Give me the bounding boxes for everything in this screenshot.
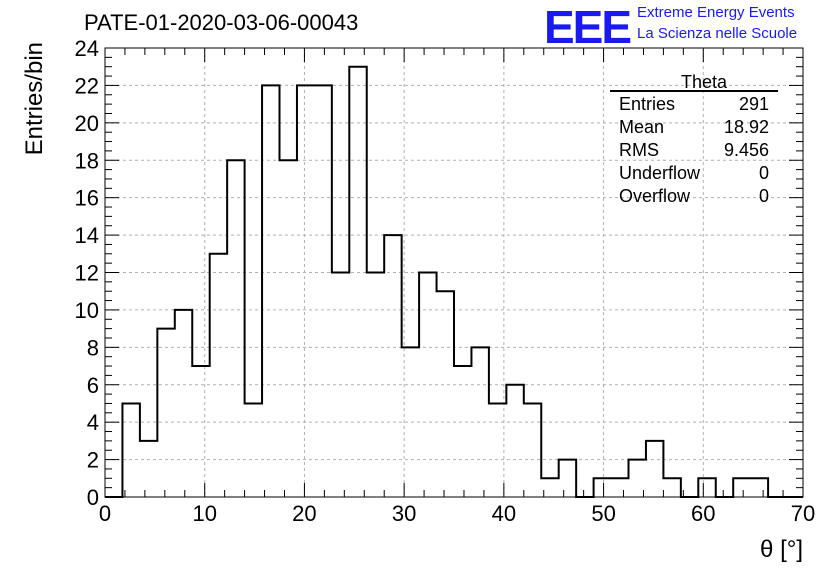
- histogram-bin: [314, 85, 331, 497]
- y-tick-label: 22: [75, 73, 99, 98]
- y-tick-label: 6: [87, 373, 99, 398]
- histogram-bin: [122, 403, 139, 497]
- histogram-bin: [698, 478, 715, 497]
- y-axis-label: Entries/bin: [21, 42, 48, 155]
- stats-value: 0: [759, 186, 769, 206]
- histogram-bin: [454, 366, 471, 497]
- y-tick-label: 2: [87, 448, 99, 473]
- histogram-bin: [227, 160, 244, 497]
- x-tick-label: 0: [99, 501, 111, 526]
- histogram-bin: [332, 273, 349, 498]
- stats-value: 0: [759, 163, 769, 183]
- histogram-bin: [140, 441, 157, 497]
- stats-label: Mean: [619, 117, 664, 137]
- eee-logo: EEE: [544, 1, 632, 53]
- histogram-bin: [751, 478, 768, 497]
- stats-value: 291: [739, 94, 769, 114]
- histogram-bin: [663, 478, 680, 497]
- histogram-bin: [629, 460, 646, 497]
- histogram-bin: [594, 478, 611, 497]
- histogram-series: [105, 65, 803, 498]
- y-tick-label: 18: [75, 148, 99, 173]
- stats-box-title: Theta: [681, 72, 728, 92]
- histogram-bin: [349, 67, 366, 497]
- stats-value: 9.456: [724, 140, 769, 160]
- y-tick-label: 24: [75, 36, 99, 61]
- histogram-bin: [175, 310, 192, 497]
- org-name-line-2: La Scienza nelle Scuole: [637, 25, 798, 42]
- histogram-bin: [192, 366, 209, 497]
- histogram-bin: [367, 273, 384, 498]
- x-tick-label: 70: [791, 501, 815, 526]
- x-tick-label: 50: [591, 501, 615, 526]
- y-tick-label: 8: [87, 335, 99, 360]
- histogram-bin: [297, 85, 314, 497]
- x-tick-label: 40: [492, 501, 516, 526]
- x-tick-label: 30: [392, 501, 416, 526]
- histogram-bin: [280, 160, 297, 497]
- org-name-line-1: Extreme Energy Events: [637, 4, 795, 21]
- y-tick-label: 10: [75, 298, 99, 323]
- chart-title: PATE-01-2020-03-06-00043: [84, 10, 359, 35]
- x-tick-label: 20: [292, 501, 316, 526]
- y-tick-label: 12: [75, 261, 99, 286]
- histogram-bin: [733, 478, 750, 497]
- histogram-bin: [471, 347, 488, 497]
- histogram-bin: [489, 403, 506, 497]
- histogram-bin: [210, 254, 227, 497]
- stats-label: RMS: [619, 140, 659, 160]
- stats-label: Underflow: [619, 163, 701, 183]
- histogram-bin: [245, 403, 262, 497]
- histogram-bin: [402, 347, 419, 497]
- y-tick-label: 4: [87, 410, 99, 435]
- stats-label: Overflow: [619, 186, 691, 206]
- histogram-bin: [157, 329, 174, 497]
- y-tick-label: 0: [87, 485, 99, 510]
- histogram-bin: [419, 273, 436, 498]
- histogram-bin: [437, 291, 454, 497]
- stats-value: 18.92: [724, 117, 769, 137]
- x-tick-label: 10: [192, 501, 216, 526]
- histogram-bin: [506, 385, 523, 497]
- histogram-bin: [646, 441, 663, 497]
- y-tick-label: 16: [75, 186, 99, 211]
- histogram-bin: [262, 85, 279, 497]
- histogram-bin: [611, 478, 628, 497]
- x-axis-label: θ [°]: [760, 536, 803, 563]
- x-tick-label: 60: [691, 501, 715, 526]
- histogram-bin: [524, 403, 541, 497]
- histogram-bin: [541, 478, 558, 497]
- y-tick-label: 14: [75, 223, 99, 248]
- stats-label: Entries: [619, 94, 675, 114]
- y-tick-label: 20: [75, 111, 99, 136]
- histogram-bin: [384, 235, 401, 497]
- histogram-bin: [559, 460, 576, 497]
